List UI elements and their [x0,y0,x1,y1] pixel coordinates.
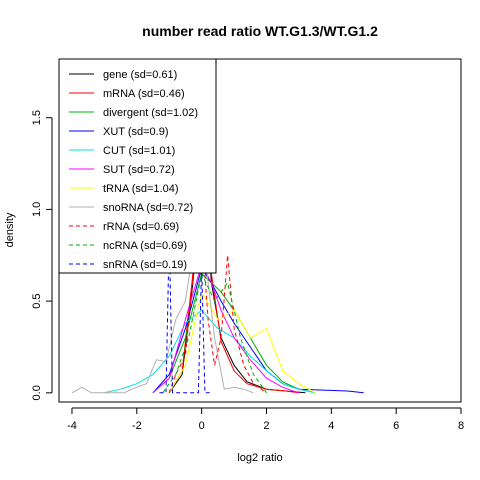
series-line-8 [168,227,267,394]
series-line-2 [152,272,316,394]
x-tick-label: -2 [132,420,142,432]
chart-title: number read ratio WT.G1.3/WT.G1.2 [142,23,378,39]
series-line-10 [159,236,212,394]
y-tick-label: 1.0 [31,202,43,217]
y-axis: 0.0 0.5 1.0 1.5 [31,110,53,400]
legend-label: rRNA (sd=0.69) [103,221,179,233]
x-axis-label: log2 ratio [237,452,282,464]
legend-label: mRNA (sd=0.46) [103,88,185,100]
x-tick-label: 0 [199,420,205,432]
legend-box [58,58,217,274]
x-tick-label: 8 [458,420,464,432]
legend-label: SUT (sd=0.72) [103,164,175,176]
x-axis: -4 -2 0 2 4 6 8 [67,407,464,432]
legend: gene (sd=0.61) mRNA (sd=0.46) divergent (s… [58,58,217,274]
series-line-3 [152,266,364,394]
series-line-4 [104,309,316,394]
legend-label: snoRNA (sd=0.72) [103,202,193,214]
series-line-9 [162,272,267,394]
series-line-6 [168,290,316,394]
x-tick-label: 4 [328,420,334,432]
series-layer [71,172,364,394]
legend-label: snRNA (sd=0.19) [103,259,187,271]
x-tick-label: 6 [393,420,399,432]
legend-label: tRNA (sd=1.04) [103,183,179,195]
y-tick-label: 0.0 [31,385,43,400]
legend-label: CUT (sd=1.01) [103,145,175,157]
x-tick-label: 2 [263,420,269,432]
legend-label: XUT (sd=0.9) [103,126,169,138]
x-tick-label: -4 [67,420,77,432]
series-line-5 [152,263,300,394]
legend-label: ncRNA (sd=0.69) [103,240,187,252]
y-tick-label: 0.5 [31,293,43,308]
y-axis-label: density [4,212,16,247]
legend-label: gene (sd=0.61) [103,69,177,81]
legend-label: divergent (sd=1.02) [103,107,198,119]
series-line-7 [71,235,254,394]
y-tick-label: 1.5 [31,110,43,125]
series-line-1 [168,172,299,394]
